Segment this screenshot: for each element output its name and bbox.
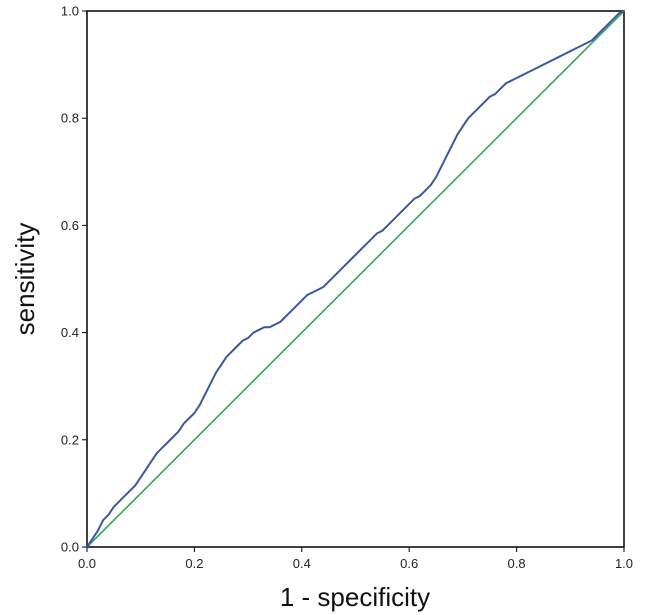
x-axis-title: 1 - specificity	[280, 582, 430, 612]
plot-frame	[86, 10, 625, 548]
x-tick-label: 0.8	[508, 556, 526, 571]
y-tick-label: 0.0	[61, 540, 79, 555]
y-axis-title: sensitivity	[10, 223, 40, 336]
y-tick-label: 0.6	[61, 218, 79, 233]
y-tick-label: 0.4	[61, 325, 79, 340]
x-tick-label: 0.0	[78, 556, 96, 571]
roc-curve-line	[86, 10, 625, 548]
x-axis-ticks: 0.0 0.2 0.4 0.6 0.8 1.0	[78, 547, 633, 571]
y-tick-label: 1.0	[61, 4, 79, 19]
x-tick-label: 0.6	[400, 556, 418, 571]
y-tick-label: 0.2	[61, 432, 79, 447]
y-axis-ticks: 0.0 0.2 0.4 0.6 0.8 1.0	[61, 4, 87, 555]
y-tick-label: 0.8	[61, 111, 79, 126]
series-layer	[86, 10, 625, 548]
x-tick-label: 0.4	[293, 556, 311, 571]
x-tick-label: 0.2	[185, 556, 203, 571]
reference-diagonal-line	[86, 10, 625, 548]
x-tick-label: 1.0	[615, 556, 633, 571]
